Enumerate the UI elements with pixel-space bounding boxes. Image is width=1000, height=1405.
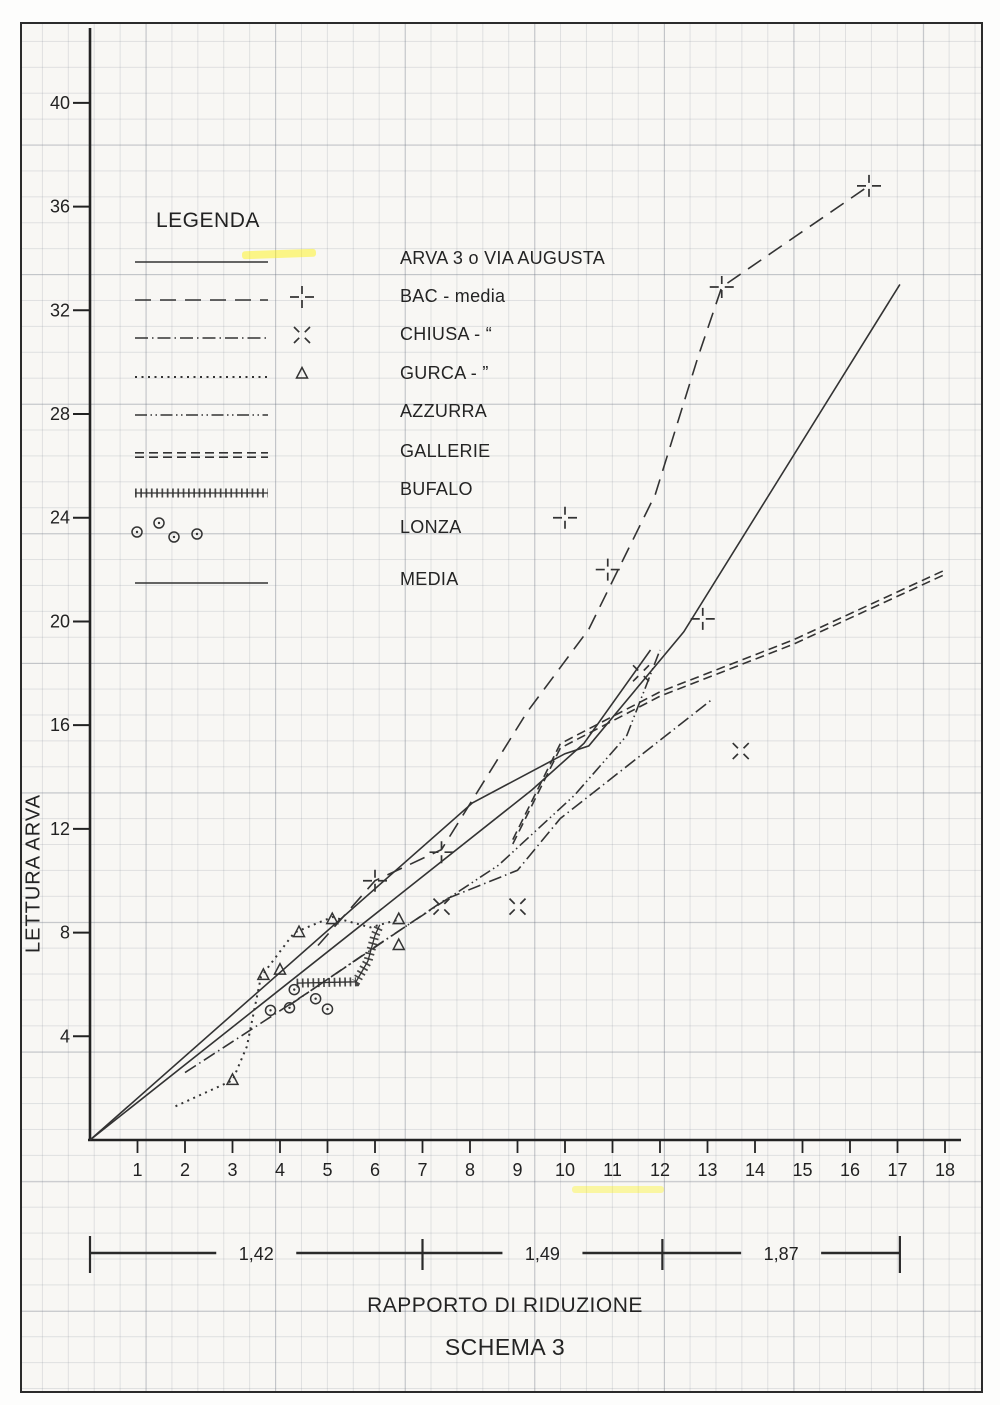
x-tick-label: 6: [370, 1160, 380, 1180]
x-tick-label: 15: [792, 1160, 812, 1180]
x-tick-label: 14: [745, 1160, 765, 1180]
legend-label-1: BAC - media: [400, 286, 506, 306]
ratio-segment-label: 1,42: [239, 1244, 274, 1264]
legend-swatch-gurca-marker: [295, 365, 309, 379]
x-axis-title: RAPPORTO DI RIDUZIONE: [367, 1294, 643, 1317]
series-gurca-media-marker: [256, 967, 271, 981]
series-lonza-marker-center: [326, 1007, 329, 1011]
y-axis-title: LETTURA ARVA: [22, 793, 45, 954]
y-tick-label: 28: [50, 404, 70, 424]
x-tick-label: 3: [227, 1160, 237, 1180]
series-lonza-marker-center: [314, 997, 317, 1000]
y-tick-label: 36: [50, 197, 70, 217]
legend-swatch-lonza-center: [157, 521, 161, 525]
x-tick-label: 2: [180, 1160, 190, 1180]
series-gallerie-line: [512, 573, 946, 845]
series-chiusa-media-marker: [508, 898, 527, 916]
x-tick-label: 12: [650, 1160, 670, 1180]
x-tick-label: 10: [555, 1160, 575, 1180]
legend-label-2: CHIUSA - “: [400, 324, 493, 344]
series-bac-media-marker: [363, 869, 387, 892]
legend-swatch-lonza: [131, 526, 143, 538]
series-gurca-media-marker: [273, 962, 287, 975]
series-gurca-media-marker: [292, 924, 306, 938]
series-bac-media-marker: [595, 558, 620, 581]
legend-label-7: LONZA: [400, 517, 462, 537]
x-tick-label: 16: [840, 1160, 860, 1180]
series-gurca-media-marker: [225, 1072, 240, 1086]
series-gallerie-line: [512, 569, 946, 840]
series-bac-media-marker: [553, 506, 577, 529]
series-bufalo-line-hatch: [296, 922, 384, 988]
legend-label-8: MEDIA: [400, 569, 459, 589]
x-tick-label: 4: [275, 1160, 285, 1180]
series-gurca-media-marker: [392, 911, 406, 925]
x-tick-label: 1: [132, 1160, 142, 1180]
x-tick-label: 11: [603, 1160, 622, 1180]
series-lonza-marker: [283, 1002, 296, 1014]
series-lonza-marker-center: [293, 988, 296, 991]
legend-swatch-lonza-center: [172, 535, 176, 539]
x-tick-label: 8: [465, 1160, 475, 1180]
x-tick-label: 18: [935, 1160, 955, 1180]
series-lonza-marker-center: [288, 1006, 291, 1009]
series-bac-media-marker: [709, 275, 734, 298]
series-bac-media-marker: [429, 841, 454, 864]
legend-swatch-lonza: [191, 528, 203, 540]
series-chiusa-media-line: [184, 698, 713, 1074]
series-lonza-marker-center: [269, 1009, 272, 1012]
series-gurca-media-marker: [392, 937, 406, 951]
ratio-segment-label: 1,87: [764, 1244, 799, 1264]
y-tick-label: 8: [60, 923, 70, 943]
legend-swatch-lonza: [153, 517, 165, 529]
schema-title: SCHEMA 3: [444, 1334, 566, 1360]
ratio-segment-label: 1,49: [525, 1244, 560, 1264]
series-lonza-marker: [264, 1004, 277, 1017]
legend-label-5: GALLERIE: [400, 441, 491, 461]
series-chiusa-media-marker: [432, 898, 451, 916]
x-tick-label: 17: [887, 1160, 907, 1180]
legend-swatch-lonza: [168, 531, 180, 543]
y-tick-label: 16: [50, 715, 70, 735]
x-tick-label: 13: [697, 1160, 717, 1180]
series-gurca-media-marker: [325, 911, 339, 925]
series-chiusa-media-marker: [632, 664, 650, 682]
series-bac-media-marker: [857, 174, 881, 197]
legend-swatch-lonza-center: [135, 530, 139, 534]
x-tick-label: 7: [417, 1160, 427, 1180]
x-tick-label: 5: [322, 1160, 332, 1180]
legend-swatch-chiusa-marker: [293, 326, 311, 344]
series-arva-3-o-via-augusta-line: [89, 283, 901, 1141]
legend-label-3: GURCA - ”: [400, 363, 489, 383]
series-lonza-marker: [288, 983, 300, 996]
legend-label-4: AZZURRA: [400, 401, 488, 421]
legend-swatch-bac-media-marker: [290, 286, 314, 308]
y-tick-label: 20: [50, 611, 70, 631]
y-tick-label: 4: [60, 1026, 70, 1046]
y-tick-label: 40: [50, 93, 70, 113]
series-lonza-marker: [309, 992, 322, 1005]
legend-title: LEGENDA: [156, 209, 260, 232]
series-chiusa-media-marker: [732, 742, 750, 760]
x-tick-label: 9: [512, 1160, 522, 1180]
legend-label-0: ARVA 3 o VIA AUGUSTA: [400, 248, 606, 268]
y-tick-label: 24: [50, 508, 70, 528]
series-lonza-marker: [321, 1003, 334, 1015]
legend-label-6: BUFALO: [400, 479, 473, 499]
series-bac-media-line: [317, 185, 870, 947]
y-tick-label: 12: [50, 819, 70, 839]
series-gurca-media-line: [175, 915, 400, 1108]
series-media-line: [89, 649, 652, 1141]
series-azzurra-line: [289, 649, 661, 1006]
legend-swatch-lonza-center: [195, 532, 199, 536]
graph-paper: [20, 22, 983, 1393]
y-tick-label: 32: [50, 300, 70, 320]
series-bufalo-line: [296, 924, 381, 984]
series-bac-media-marker: [690, 607, 715, 630]
